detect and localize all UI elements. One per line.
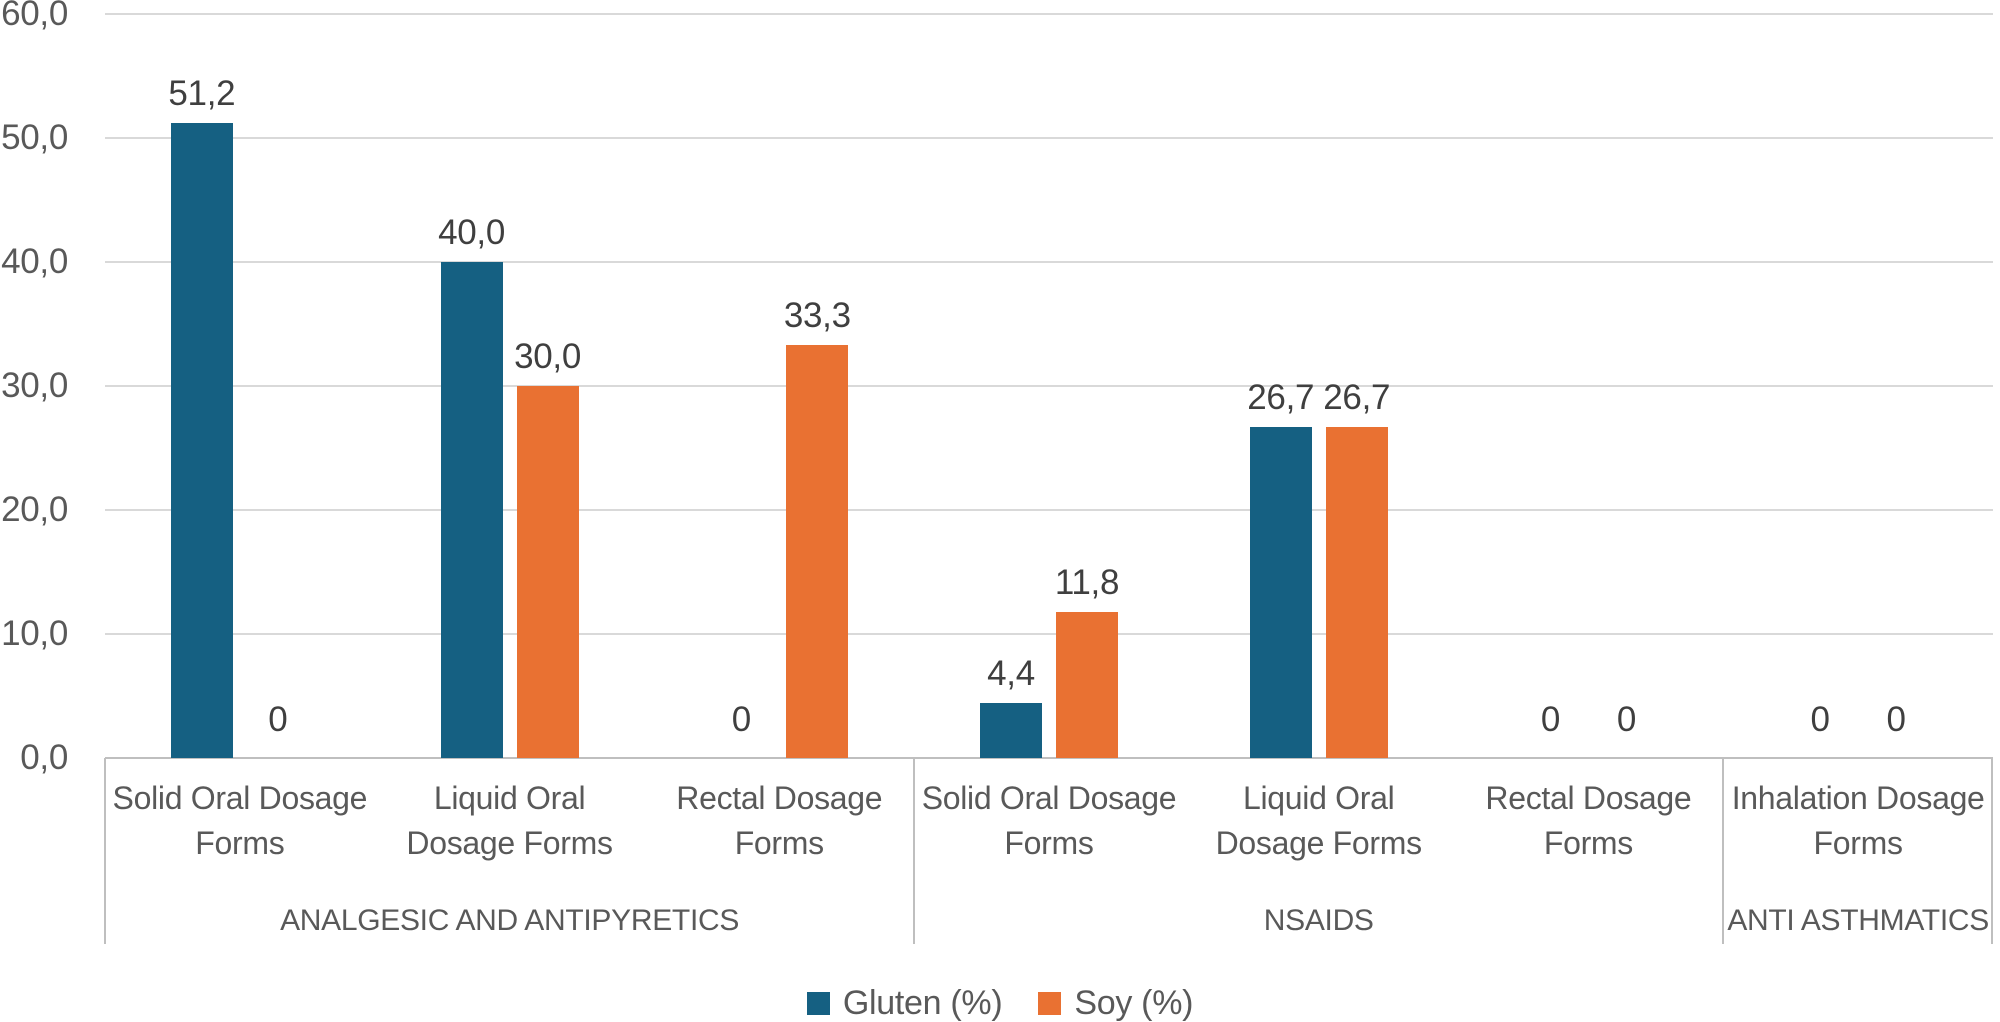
y-axis-tick-label: 60,0 [1,0,68,33]
category-label-line: Dosage Forms [1215,825,1423,861]
category-label-line: Liquid Oral [433,780,586,816]
data-label: 51,2 [168,74,236,114]
data-label: 33,3 [783,296,851,336]
category-label-line: Solid Oral Dosage [921,780,1177,816]
bar [170,123,233,758]
gridline [105,137,1993,139]
bar [1249,426,1312,758]
gridline [105,509,1993,511]
category-label: Solid Oral Dosage Forms [914,776,1184,866]
gridline [105,633,1993,635]
group-label: ANALGESIC AND ANTIPYRETICS [280,904,740,937]
chart-legend: Gluten (%) Soy (%) [0,982,2000,1022]
data-label: 26,7 [1247,377,1315,417]
legend-label: Soy (%) [1074,983,1194,1022]
category-label: Liquid Oral Dosage Forms [375,776,645,866]
data-label: 30,0 [514,337,582,376]
category-label-line: Solid Oral Dosage [112,780,368,816]
legend-swatch [806,991,830,1015]
category-axis-divider [1991,758,1993,944]
data-label: 26,7 [1323,377,1391,417]
gridline [105,385,1993,387]
gridline [105,13,1993,15]
data-label: 0 [1616,700,1636,739]
category-label-line: Forms [1813,825,1903,861]
group-label: NSAIDS [1263,904,1374,937]
category-label-line: Inhalation Dosage [1731,780,1985,816]
category-axis-divider [104,758,106,944]
bar [516,386,579,758]
x-axis-line [105,757,1993,759]
category-label-line: Forms [195,825,285,861]
bar [980,703,1042,758]
bar [1325,426,1388,758]
y-axis-tick-label: 0,0 [20,738,68,777]
category-label-line: Rectal Dosage [1485,780,1692,816]
category-label: Liquid Oral Dosage Forms [1184,776,1454,866]
group-label: ANTI ASTHMATICS [1727,904,1989,937]
data-label: 0 [731,700,751,739]
legend-item: Soy (%) [1038,984,1193,1022]
gridline [105,261,1993,263]
category-axis-divider [913,758,916,944]
category-label-line: Forms [734,825,824,861]
legend-item: Gluten (%) [806,983,1003,1022]
data-label: 4,4 [987,654,1035,694]
bar [1056,611,1118,758]
category-label: Inhalation Dosage Forms [1723,776,1993,866]
category-label-line: Forms [1543,825,1633,861]
bar [440,262,503,758]
data-label: 0 [1886,700,1906,739]
category-label-line: Dosage Forms [406,825,613,861]
y-axis-tick-label: 50,0 [1,118,68,157]
data-label: 0 [1540,700,1560,739]
legend-label: Gluten (%) [842,983,1003,1022]
y-axis-tick-label: 30,0 [1,366,68,405]
category-label-line: Rectal Dosage [676,780,883,816]
category-label: Rectal Dosage Forms [644,776,914,866]
y-axis-tick-label: 40,0 [1,242,68,281]
bar [786,345,849,758]
category-axis-divider [1722,758,1725,944]
category-label-line: Forms [1004,825,1094,861]
category-label-line: Liquid Oral [1242,780,1395,816]
data-label: 11,8 [1054,562,1120,602]
y-axis-tick-label: 10,0 [1,614,68,653]
category-label: Rectal Dosage Forms [1454,776,1724,866]
category-label: Solid Oral Dosage Forms [105,776,375,866]
y-axis-tick-label: 20,0 [1,490,68,529]
data-label: 0 [268,700,288,739]
data-label: 40,0 [438,213,506,252]
legend-swatch [1038,991,1062,1015]
data-label: 0 [1810,700,1830,739]
